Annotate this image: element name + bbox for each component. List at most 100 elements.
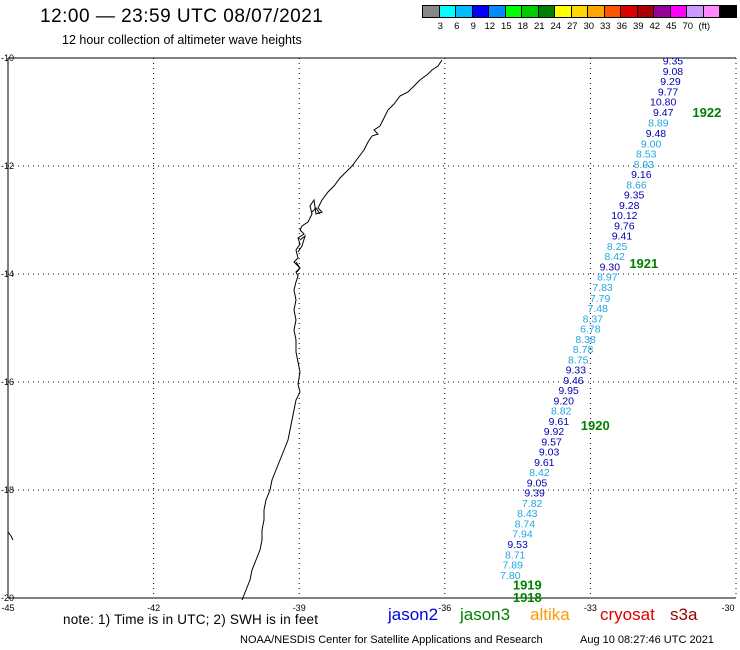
wave-height-value: 9.00 <box>641 138 662 150</box>
page-subtitle: 12 hour collection of altimeter wave hei… <box>62 33 302 47</box>
wave-height-value: 9.33 <box>566 365 587 377</box>
pass-time-label: 1918 <box>513 590 542 605</box>
axis-tick-labels: -10 -12 -14 -16 -18 -20-45 -42 -39 -36 -33 -30 <box>1 53 735 613</box>
satellite-cryosat: cryosat <box>600 605 655 624</box>
color-scale-label: 21 <box>533 21 545 32</box>
satellite-jason2: jason2 <box>388 605 439 624</box>
color-scale-label: 15 <box>500 21 512 32</box>
wave-height-value: 7.79 <box>590 293 611 305</box>
color-scale-swatches <box>422 5 737 18</box>
wave-height-value: 7.94 <box>512 529 533 541</box>
wave-height-value: 9.20 <box>553 395 574 407</box>
longitude-label: -33 <box>584 603 597 613</box>
wave-height-value: 8.97 <box>597 272 618 284</box>
color-scale-labels: 3 6 9 12 15 18 21 24 27 30 33 36 39 42 45 70 (ft) <box>422 21 736 32</box>
wave-height-value: 8.38 <box>575 334 596 346</box>
wave-height-value: 8.71 <box>505 549 526 561</box>
wave-height-value: 9.47 <box>653 107 674 119</box>
pass-time-label: 1922 <box>692 105 721 120</box>
longitude-label: -30 <box>721 603 734 613</box>
wave-height-value: 9.95 <box>558 385 579 397</box>
color-scale-label: 6 <box>454 21 460 32</box>
wave-height-value: 8.42 <box>604 251 625 263</box>
coastline-island <box>295 207 321 273</box>
wave-height-value: 9.92 <box>544 426 565 438</box>
wave-height-value: 9.61 <box>549 416 570 428</box>
wave-height-value: 9.29 <box>660 76 681 88</box>
color-scale-label: 39 <box>632 21 644 32</box>
wave-height-value: 7.82 <box>522 498 543 510</box>
graticule <box>7 57 737 599</box>
wave-height-value: 9.57 <box>541 436 562 448</box>
wave-height-value: 7.89 <box>503 560 524 572</box>
generated-timestamp: Aug 10 08:27:46 UTC 2021 <box>580 634 714 646</box>
wave-height-value: 9.35 <box>624 190 645 202</box>
wave-height-value: 8.66 <box>626 179 647 191</box>
pass-time-label: 1921 <box>629 256 658 271</box>
latitude-label: -14 <box>1 269 14 279</box>
wave-height-value: 9.05 <box>527 477 548 489</box>
wave-height-value: 10.12 <box>611 210 637 222</box>
wave-height-value: 9.77 <box>658 86 679 98</box>
wave-height-value: 8.43 <box>517 508 538 520</box>
color-scale-label: 12 <box>484 21 496 32</box>
wave-height-value: 7.48 <box>587 303 608 315</box>
wave-height-value: 9.76 <box>614 220 635 232</box>
wave-height-value: 9.53 <box>507 539 528 551</box>
wave-height-value: 8.74 <box>515 518 536 530</box>
color-scale-label: 42 <box>649 21 661 32</box>
wave-height-value: 9.46 <box>563 375 584 387</box>
color-scale-legend: 3 6 9 12 15 18 21 24 27 30 33 36 39 42 45 70 (ft) <box>422 5 737 32</box>
wave-height-value: 8.93 <box>634 159 655 171</box>
wave-height-value: 9.35 <box>663 56 684 68</box>
latitude-label: -20 <box>1 593 14 603</box>
color-scale-label: 30 <box>583 21 595 32</box>
coastline <box>241 59 443 601</box>
satellite-altika: altika <box>530 605 570 624</box>
satellite-jason3: jason3 <box>460 605 511 624</box>
wave-height-value: 9.16 <box>631 169 652 181</box>
wave-height-value: 8.42 <box>529 467 550 479</box>
color-scale-label: (ft) <box>698 21 711 32</box>
island-marker <box>7 531 14 541</box>
wave-height-value: 8.25 <box>607 241 628 253</box>
wave-height-value: 9.30 <box>600 261 621 273</box>
latitude-label: -16 <box>1 377 14 387</box>
wave-height-value: 9.61 <box>534 457 555 469</box>
wave-height-value: 8.53 <box>636 149 657 161</box>
color-scale-label: 36 <box>616 21 628 32</box>
credit-line: NOAA/NESDIS Center for Satellite Applica… <box>240 634 543 646</box>
color-scale-label: 27 <box>566 21 578 32</box>
altimeter-observations: 9.359.089.299.7710.809.478.899.489.008.5… <box>500 56 683 582</box>
wave-height-value: 8.37 <box>583 313 604 325</box>
color-scale-label: 45 <box>665 21 677 32</box>
wave-height-value: 8.82 <box>551 406 572 418</box>
wave-height-value: 9.08 <box>663 66 684 78</box>
wave-height-value: 8.75 <box>568 354 589 366</box>
page-title: 12:00 — 23:59 UTC 08/07/2021 <box>40 6 324 27</box>
color-scale-label: 18 <box>517 21 529 32</box>
color-swatch <box>719 5 737 18</box>
wave-height-value: 9.03 <box>539 447 560 459</box>
footnote: note: 1) Time is in UTC; 2) SWH is in fe… <box>63 612 319 627</box>
wave-height-value: 7.80 <box>500 570 521 582</box>
longitude-label: -36 <box>438 603 451 613</box>
wave-height-value: 6.78 <box>580 324 601 336</box>
wave-height-value: 9.48 <box>646 128 667 140</box>
color-scale-label: 24 <box>550 21 562 32</box>
wave-height-value: 8.89 <box>648 117 669 129</box>
color-scale-label: 3 <box>437 21 443 32</box>
color-scale-label: 70 <box>682 21 694 32</box>
wave-height-value: 7.83 <box>592 282 613 294</box>
pass-time-label: 1920 <box>581 418 610 433</box>
wave-height-value: 9.39 <box>524 488 545 500</box>
wave-height-value: 9.41 <box>612 231 633 243</box>
color-scale-label: 9 <box>470 21 476 32</box>
wave-height-value: 8.78 <box>573 344 594 356</box>
wave-height-value: 9.28 <box>619 200 640 212</box>
latitude-label: -12 <box>1 161 14 171</box>
longitude-label: -45 <box>1 603 14 613</box>
latitude-label: -18 <box>1 485 14 495</box>
